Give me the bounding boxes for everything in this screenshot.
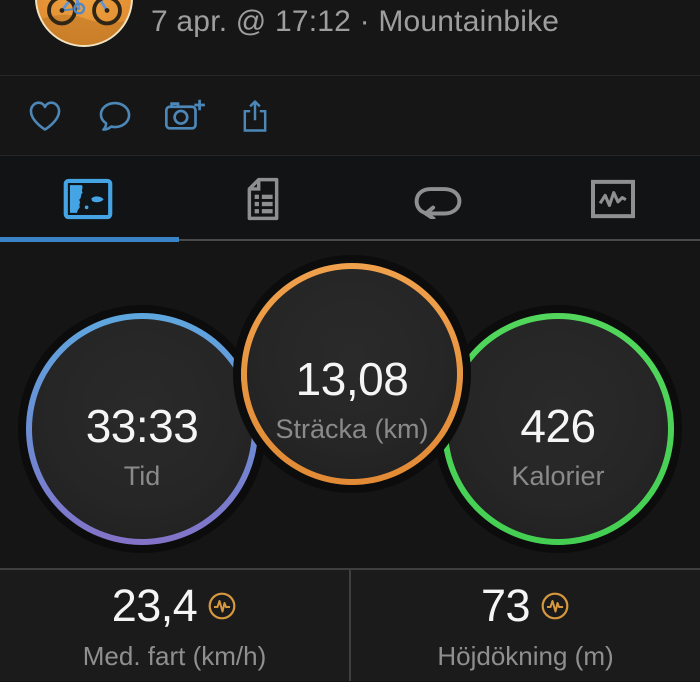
detail-tabbar <box>0 156 700 242</box>
tab-details[interactable] <box>175 156 350 242</box>
tab-overview[interactable] <box>0 156 175 242</box>
activity-header: 7 apr. @ 17:12 · Mountainbike <box>0 0 700 76</box>
secondary-stats-row: 23,4 Med. fart (km/h) 73 Höjdökning (m) <box>0 568 700 681</box>
social-actions-bar <box>0 76 700 156</box>
charts-graph-icon <box>590 179 635 219</box>
summary-stats-section: 33:33 Tid 426 Kalorier 13,08 Sträcka (km… <box>0 242 700 568</box>
details-list-icon <box>247 177 278 221</box>
time-label: Tid <box>123 460 161 491</box>
tab-charts[interactable] <box>525 156 700 242</box>
calories-stat-circle: 426 Kalorier <box>442 313 674 545</box>
calories-value: 426 <box>520 399 596 452</box>
laps-loop-icon <box>414 187 461 219</box>
avg-speed-cell[interactable]: 23,4 Med. fart (km/h) <box>0 570 349 681</box>
share-button[interactable] <box>234 95 276 137</box>
activity-timestamp: 7 apr. @ 17:12 · Mountainbike <box>151 5 560 38</box>
avg-speed-label: Med. fart (km/h) <box>82 640 267 671</box>
like-button[interactable] <box>24 95 66 137</box>
share-icon <box>243 99 267 132</box>
comment-button[interactable] <box>94 95 136 137</box>
elevation-gain-label: Höjdökning (m) <box>437 640 614 671</box>
elevation-gain-cell[interactable]: 73 Höjdökning (m) <box>349 570 700 681</box>
time-value: 33:33 <box>85 399 199 452</box>
pulse-badge-icon <box>541 592 569 619</box>
avg-speed-value: 23,4 <box>111 579 198 631</box>
pulse-badge-icon <box>208 592 236 619</box>
bicycle-avatar-icon <box>37 0 131 45</box>
map-overview-icon <box>63 178 112 220</box>
tab-laps[interactable] <box>350 156 525 242</box>
avatar[interactable] <box>35 0 133 47</box>
calories-label: Kalorier <box>511 460 605 491</box>
tabbar-baseline <box>0 239 700 241</box>
active-tab-underline <box>0 237 179 242</box>
camera-plus-icon <box>164 99 205 130</box>
elevation-gain-value: 73 <box>480 579 531 631</box>
speech-bubble-icon <box>99 101 131 131</box>
distance-label: Sträcka (km) <box>275 413 429 444</box>
heart-icon <box>29 100 61 131</box>
distance-value: 13,08 <box>295 352 409 405</box>
time-stat-circle: 33:33 Tid <box>26 313 258 545</box>
add-photo-button[interactable] <box>164 95 206 137</box>
distance-stat-circle: 13,08 Sträcka (km) <box>241 263 463 485</box>
